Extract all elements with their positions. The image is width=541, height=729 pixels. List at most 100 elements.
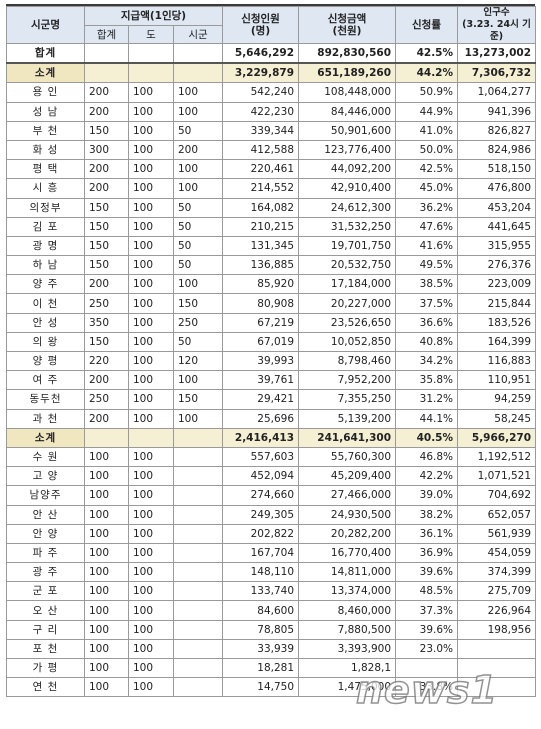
payment-sum: 150 xyxy=(84,197,129,218)
applied-amount: 1,828,1 xyxy=(298,657,397,679)
payment-sigun xyxy=(172,523,224,544)
payment-sigun xyxy=(172,619,224,640)
applied-amount: 24,930,500 xyxy=(298,504,397,525)
applied-amount: 27,466,000 xyxy=(298,485,397,506)
payment-sigun: 100 xyxy=(172,82,224,103)
table-row: 포 천 100 100 33,939 3,393,900 23.0% xyxy=(6,638,537,660)
table-row: 과 천 200 100 100 25,696 5,139,200 44.1% 58,245 xyxy=(6,408,537,429)
payment-sigun xyxy=(172,657,224,679)
table-row: 남양주 100 100 274,660 27,466,000 39.0% 704,692 xyxy=(6,485,537,506)
applicants-count: 167,704 xyxy=(222,542,300,564)
population-count: 826,827 xyxy=(457,120,537,141)
population-count: 824,986 xyxy=(457,139,537,161)
applicants-count: 136,885 xyxy=(222,255,300,276)
applied-amount: 123,776,400 xyxy=(298,139,397,161)
payment-do: 100 xyxy=(128,581,174,602)
applied-amount: 892,830,560 xyxy=(298,43,397,65)
application-rate xyxy=(395,657,459,679)
payment-sum: 100 xyxy=(84,446,129,468)
header-payment-sigun: 시군 xyxy=(172,25,224,44)
region-name: 과 천 xyxy=(6,408,85,429)
payment-sum xyxy=(84,427,129,448)
application-rate: 41.6% xyxy=(395,235,459,257)
header-rate: 신청률 xyxy=(395,6,459,44)
applicants-count: 67,019 xyxy=(222,331,300,353)
application-rate: 35.8% xyxy=(395,370,459,391)
population-count: 1,071,521 xyxy=(457,466,537,487)
payment-do: 100 xyxy=(128,312,174,333)
applicants-count: 412,588 xyxy=(222,139,300,161)
total-row: 합계 5,646,292 892,830,560 42.5% 13,273,002 xyxy=(6,43,537,65)
table-body: 합계 5,646,292 892,830,560 42.5% 13,273,002 소계 3… xyxy=(6,43,537,698)
payment-sigun: 150 xyxy=(172,389,224,410)
table-row: 연 천 100 100 14,750 1,475,000 33.8% xyxy=(6,677,537,698)
table-row: 구 리 100 100 78,805 7,880,500 39.6% 198,956 xyxy=(6,619,537,640)
payment-sum xyxy=(84,43,129,65)
region-name: 오 산 xyxy=(6,600,85,621)
payment-do: 100 xyxy=(128,638,174,660)
payment-sigun xyxy=(172,446,224,468)
applied-amount: 13,374,000 xyxy=(298,581,397,602)
payment-sum: 100 xyxy=(84,466,129,487)
table-row: 가 평 100 100 18,281 1,828,1 xyxy=(6,657,537,679)
payment-do: 100 xyxy=(128,139,174,161)
application-rate: 47.6% xyxy=(395,216,459,237)
application-rate: 36.1% xyxy=(395,523,459,544)
region-name: 파 주 xyxy=(6,542,85,564)
applied-amount: 14,811,000 xyxy=(298,562,397,583)
region-name: 양 평 xyxy=(6,350,85,372)
region-name: 소계 xyxy=(6,427,85,448)
payment-do: 100 xyxy=(128,600,174,621)
payment-sigun xyxy=(172,581,224,602)
header-population: 인구수 (3.23. 24시 기준) xyxy=(457,6,537,44)
application-rate: 50.9% xyxy=(395,82,459,103)
application-rate: 23.0% xyxy=(395,638,459,660)
payment-sum: 220 xyxy=(84,350,129,372)
payment-sum: 200 xyxy=(84,408,129,429)
payment-sum: 150 xyxy=(84,216,129,237)
payment-do: 100 xyxy=(128,120,174,141)
payment-sum: 200 xyxy=(84,101,129,122)
applied-amount: 7,355,250 xyxy=(298,389,397,410)
application-rate: 39.6% xyxy=(395,562,459,583)
applied-amount: 5,139,200 xyxy=(298,408,397,429)
population-count: 441,645 xyxy=(457,216,537,237)
application-rate: 31.2% xyxy=(395,389,459,410)
region-name: 포 천 xyxy=(6,638,85,660)
population-count: 1,064,277 xyxy=(457,82,537,103)
payment-do xyxy=(128,43,174,65)
applicants-count: 78,805 xyxy=(222,619,300,640)
payment-sum: 100 xyxy=(84,562,129,583)
region-name: 안 성 xyxy=(6,312,85,333)
applied-amount: 44,092,200 xyxy=(298,159,397,180)
table-row: 용 인 200 100 100 542,240 108,448,000 50.9% 1,064… xyxy=(6,82,537,103)
payment-do: 100 xyxy=(128,542,174,564)
region-name: 하 남 xyxy=(6,255,85,276)
table-row: 고 양 100 100 452,094 45,209,400 42.2% 1,071,521 xyxy=(6,466,537,487)
payment-sigun: 100 xyxy=(172,274,224,295)
payment-do: 100 xyxy=(128,504,174,525)
applicants-count: 131,345 xyxy=(222,235,300,257)
population-count: 453,204 xyxy=(457,197,537,218)
applied-amount: 19,701,750 xyxy=(298,235,397,257)
table-row: 의 왕 150 100 50 67,019 10,052,850 40.8% 164,399 xyxy=(6,331,537,353)
application-rate: 49.5% xyxy=(395,255,459,276)
application-rate: 39.0% xyxy=(395,485,459,506)
application-rate: 33.8% xyxy=(395,677,459,698)
application-rate: 50.0% xyxy=(395,139,459,161)
applicants-count: 164,082 xyxy=(222,197,300,218)
region-name: 김 포 xyxy=(6,216,85,237)
population-count: 476,800 xyxy=(457,178,537,199)
payment-sum: 200 xyxy=(84,370,129,391)
applicants-count: 29,421 xyxy=(222,389,300,410)
applicants-count: 3,229,879 xyxy=(222,62,300,84)
payment-sigun xyxy=(172,542,224,564)
population-count: 275,709 xyxy=(457,581,537,602)
applied-amount: 7,880,500 xyxy=(298,619,397,640)
payment-sigun: 100 xyxy=(172,178,224,199)
subtotal-row: 소계 2,416,413 241,641,300 40.5% 5,966,270 xyxy=(6,427,537,448)
population-count: 704,692 xyxy=(457,485,537,506)
payment-sum: 150 xyxy=(84,120,129,141)
applied-amount: 84,446,000 xyxy=(298,101,397,122)
region-name: 화 성 xyxy=(6,139,85,161)
